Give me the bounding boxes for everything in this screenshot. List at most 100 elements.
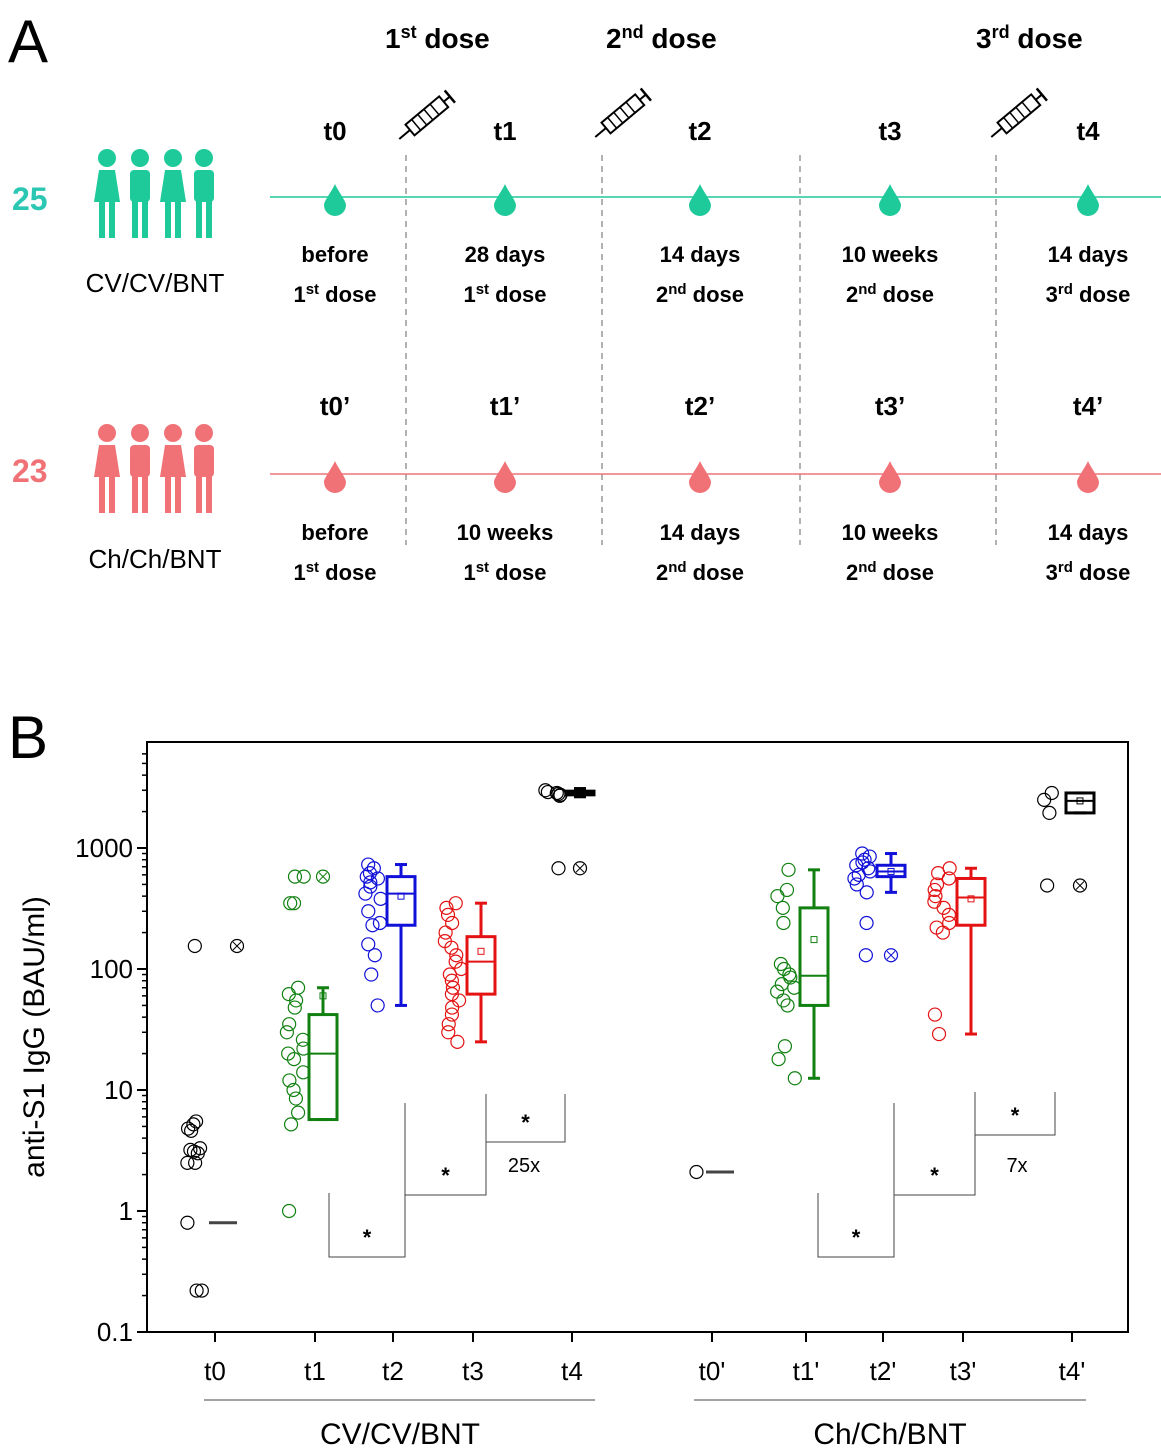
data-point [551, 861, 566, 876]
timepoint-description: 3rd dose [1046, 281, 1131, 307]
person-leg [109, 475, 115, 513]
significance-bracket [893, 1103, 976, 1196]
x-tick-label: t2 [382, 1356, 404, 1386]
blood-drop-icon [1077, 184, 1099, 216]
dose-header-2: 2nd dose [606, 22, 717, 54]
outlier-cross [886, 950, 896, 960]
person-body [194, 170, 214, 202]
data-point [442, 967, 457, 982]
person-body [94, 445, 120, 477]
data-point [366, 861, 381, 876]
data-point [364, 967, 379, 982]
significance-bracket [485, 1094, 566, 1143]
people-icon [94, 424, 214, 513]
data-point [370, 998, 385, 1013]
fold-change-label: 7x [1006, 1155, 1027, 1177]
data-point [859, 885, 874, 900]
series-t3' [927, 861, 987, 1042]
data-point [358, 886, 373, 901]
outlier-cross [575, 863, 585, 873]
data-point [774, 977, 789, 992]
data-point [927, 882, 942, 898]
outlier-marker [1072, 878, 1088, 893]
timepoint-description: 14 days [1048, 520, 1129, 545]
mean-marker [397, 892, 405, 900]
significance-bracket [404, 1103, 487, 1196]
significance-star: * [363, 1225, 372, 1250]
data-point [441, 1017, 456, 1032]
group-axis-label: CV/CV/BNT [320, 1418, 480, 1451]
people-icon [94, 149, 214, 238]
outlier-cross [1075, 881, 1085, 890]
significance-bracket [817, 1193, 895, 1258]
x-tick-label: t0 [204, 1356, 226, 1386]
data-point [779, 882, 795, 898]
data-point [777, 1039, 793, 1054]
person-body [130, 170, 150, 202]
blood-drop-icon [324, 461, 346, 493]
person-leg [132, 200, 138, 238]
blood-drop-icon [879, 184, 901, 216]
data-point [287, 869, 303, 884]
dose-headers: 1st dose 2nd dose 3rd dose [385, 22, 1083, 54]
syringe-icon [594, 87, 652, 138]
outlier-marker [315, 869, 331, 884]
data-point [857, 852, 872, 867]
panel-a-letter: A [8, 8, 48, 75]
person-leg [99, 200, 105, 238]
data-point [444, 1007, 460, 1022]
data-point [279, 1025, 295, 1040]
box [465, 935, 497, 996]
y-tick-label: 1000 [75, 833, 133, 863]
mean-marker [319, 992, 327, 1000]
data-point [941, 871, 957, 886]
data-point [942, 915, 957, 931]
timepoint-label: t2 [688, 116, 711, 146]
person-head [98, 149, 116, 167]
data-point [373, 891, 388, 906]
plot-frame [146, 741, 1129, 1333]
data-point [361, 937, 376, 952]
data-point [370, 871, 386, 886]
dose-header-3: 3rd dose [976, 22, 1083, 54]
data-point [770, 889, 785, 904]
box [955, 876, 987, 927]
x-tick-label: t4' [1059, 1356, 1086, 1386]
timepoint-description: 14 days [660, 242, 741, 267]
data-point [188, 1155, 203, 1170]
group-axis-label: Ch/Ch/BNT [813, 1418, 966, 1451]
panel-a-groups: 25 CV/CV/BNT t0 before 1st dose t1 28 days 1st … [12, 116, 1161, 585]
person-leg [175, 200, 181, 238]
data-point [180, 1155, 195, 1170]
mean-marker [477, 947, 485, 955]
person-head [164, 424, 182, 442]
data-point [851, 867, 866, 882]
timepoint-description: 3rd dose [1046, 559, 1131, 585]
data-point [776, 993, 791, 1008]
data-point [861, 861, 876, 876]
person-leg [206, 475, 212, 513]
data-point [363, 879, 378, 894]
timeline-separators [405, 155, 997, 545]
group-row-1: 25 CV/CV/BNT t0 before 1st dose t1 28 days 1st … [12, 116, 1161, 307]
data-point [283, 1117, 299, 1132]
mean-marker [887, 867, 895, 875]
y-tick-label: 0.1 [97, 1317, 133, 1347]
data-point [1044, 785, 1059, 801]
data-point [448, 896, 463, 911]
data-point [287, 1000, 302, 1015]
data-point [288, 993, 304, 1008]
y-axis-label: anti-S1 IgG (BAU/ml) [18, 896, 51, 1178]
timepoint-description: 2nd dose [846, 559, 934, 585]
data-point [286, 1082, 301, 1098]
data-point [188, 1114, 204, 1129]
data-point [296, 869, 311, 884]
blood-drop-icon [494, 461, 516, 493]
data-point [372, 915, 388, 931]
person-leg [142, 475, 148, 513]
mean-marker [967, 895, 975, 903]
x-tick-label: t0' [699, 1356, 726, 1386]
data-point [186, 1117, 201, 1132]
blood-drop-icon [324, 184, 346, 216]
data-point [190, 1146, 205, 1161]
